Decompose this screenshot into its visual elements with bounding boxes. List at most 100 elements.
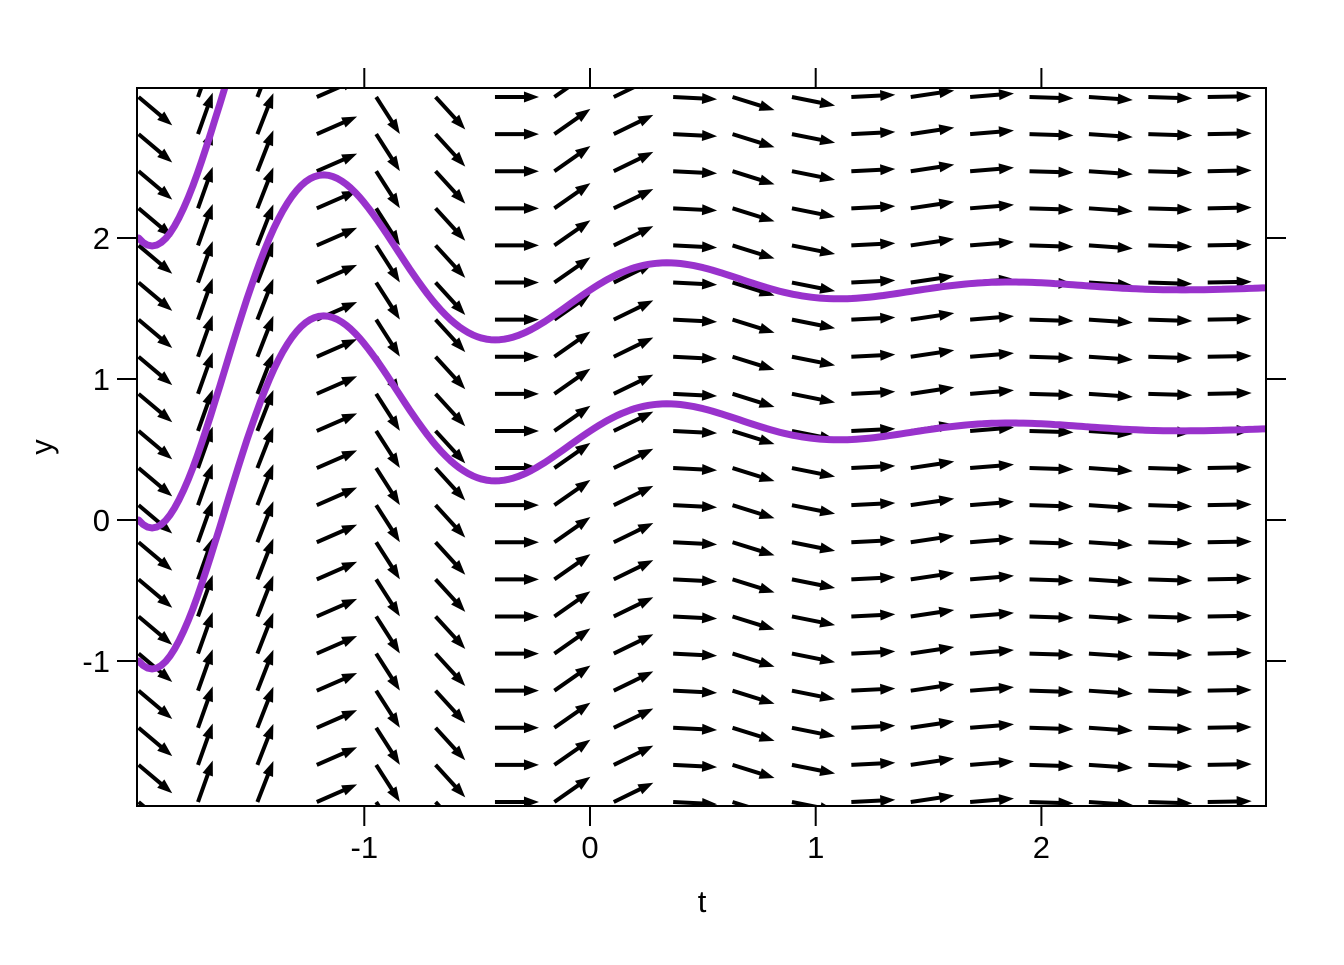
arrow-head	[998, 163, 1014, 175]
arrow-head	[758, 694, 775, 705]
field-arrow	[315, 339, 358, 359]
arrow-head	[819, 616, 836, 628]
arrow-head	[819, 357, 836, 368]
arrow-head	[451, 671, 466, 687]
arrow-head	[262, 278, 274, 295]
arrow-head	[574, 220, 591, 234]
field-arrow	[851, 498, 896, 510]
field-arrow	[494, 536, 539, 548]
field-arrow	[1029, 129, 1074, 141]
arrow-head	[523, 314, 539, 326]
field-arrow	[1148, 648, 1193, 660]
field-arrow	[196, 315, 213, 358]
arrow-head	[1058, 463, 1074, 475]
field-arrow	[434, 466, 466, 501]
field-arrow	[315, 413, 358, 433]
field-arrow	[137, 169, 173, 200]
field-arrow	[969, 571, 1014, 583]
arrow-head	[1177, 315, 1193, 327]
arrow-head	[998, 571, 1014, 583]
field-arrow	[1267, 277, 1311, 288]
arrow-head	[880, 90, 896, 102]
solution-curves	[137, 88, 1266, 673]
arrow-head	[157, 259, 173, 274]
field-arrow	[673, 464, 718, 475]
field-arrow	[553, 331, 591, 359]
arrow-head	[1177, 723, 1193, 735]
arrow-head	[262, 575, 274, 592]
arrow-head	[758, 619, 775, 631]
arrow-head	[1117, 130, 1133, 142]
arrow-head	[1117, 687, 1133, 699]
arrow-head	[701, 575, 718, 587]
arrow-head	[1296, 425, 1311, 436]
field-arrow	[434, 318, 466, 353]
field-arrow	[374, 726, 400, 765]
field-arrow	[374, 429, 400, 469]
arrow-head	[575, 72, 590, 85]
field-arrow	[374, 170, 400, 209]
arrow-head	[1236, 573, 1252, 585]
arrow-head	[637, 411, 654, 424]
field-arrow	[434, 281, 466, 315]
field-arrow	[969, 534, 1014, 546]
arrow-head	[819, 653, 836, 665]
field-arrow	[1207, 202, 1252, 214]
arrow-head	[1236, 90, 1252, 102]
field-arrow	[791, 132, 836, 146]
field-arrow	[1207, 90, 1252, 102]
field-arrow	[315, 784, 358, 804]
field-arrow	[612, 634, 654, 656]
field-arrow	[1148, 723, 1193, 735]
arrow-head	[387, 489, 400, 506]
field-arrow	[494, 314, 539, 326]
field-arrow	[374, 95, 400, 135]
arrow-head	[1236, 536, 1252, 548]
field-arrow	[1148, 352, 1193, 364]
arrow-head	[701, 760, 718, 772]
arrow-head	[998, 794, 1014, 806]
arrow-head	[262, 761, 274, 777]
arrow-head	[341, 227, 358, 239]
field-arrow	[851, 201, 896, 213]
arrow-head	[262, 723, 274, 740]
field-arrow	[434, 429, 466, 464]
arrow-head	[262, 538, 274, 555]
arrow-shaft	[553, 88, 571, 99]
arrow-head	[1058, 797, 1074, 806]
field-arrow	[196, 278, 213, 321]
arrow-head	[202, 760, 213, 777]
field-arrow	[851, 646, 896, 658]
field-arrow	[1029, 240, 1074, 252]
arrow-head	[637, 300, 654, 312]
arrow-head	[1177, 240, 1193, 252]
arrow-head	[262, 427, 274, 444]
arrow-head	[880, 498, 896, 510]
solution-curve-1	[137, 312, 1266, 673]
arrow-head	[1177, 760, 1193, 772]
field-arrow	[851, 572, 896, 584]
arrow-head	[998, 237, 1014, 249]
arrow-head	[387, 341, 400, 357]
field-arrow	[1207, 128, 1252, 140]
field-arrow	[255, 612, 274, 655]
arrow-head	[451, 485, 466, 501]
field-arrow	[851, 164, 896, 176]
arrow-head	[819, 542, 836, 554]
arrow-head	[1058, 389, 1074, 401]
arrow-head	[202, 278, 213, 295]
field-arrow	[255, 427, 274, 469]
arrow-head	[998, 719, 1014, 731]
field-arrow	[910, 235, 955, 248]
field-arrow	[612, 189, 654, 211]
arrow-head	[1177, 686, 1193, 698]
arrow-head	[1058, 240, 1074, 252]
field-arrow	[494, 91, 539, 103]
field-arrow	[137, 95, 173, 126]
arrow-head	[574, 739, 591, 753]
field-arrow	[1148, 166, 1193, 178]
field-arrow	[612, 411, 654, 433]
arrow-head	[758, 174, 775, 186]
arrow-head	[938, 458, 955, 470]
field-arrow	[374, 504, 400, 543]
